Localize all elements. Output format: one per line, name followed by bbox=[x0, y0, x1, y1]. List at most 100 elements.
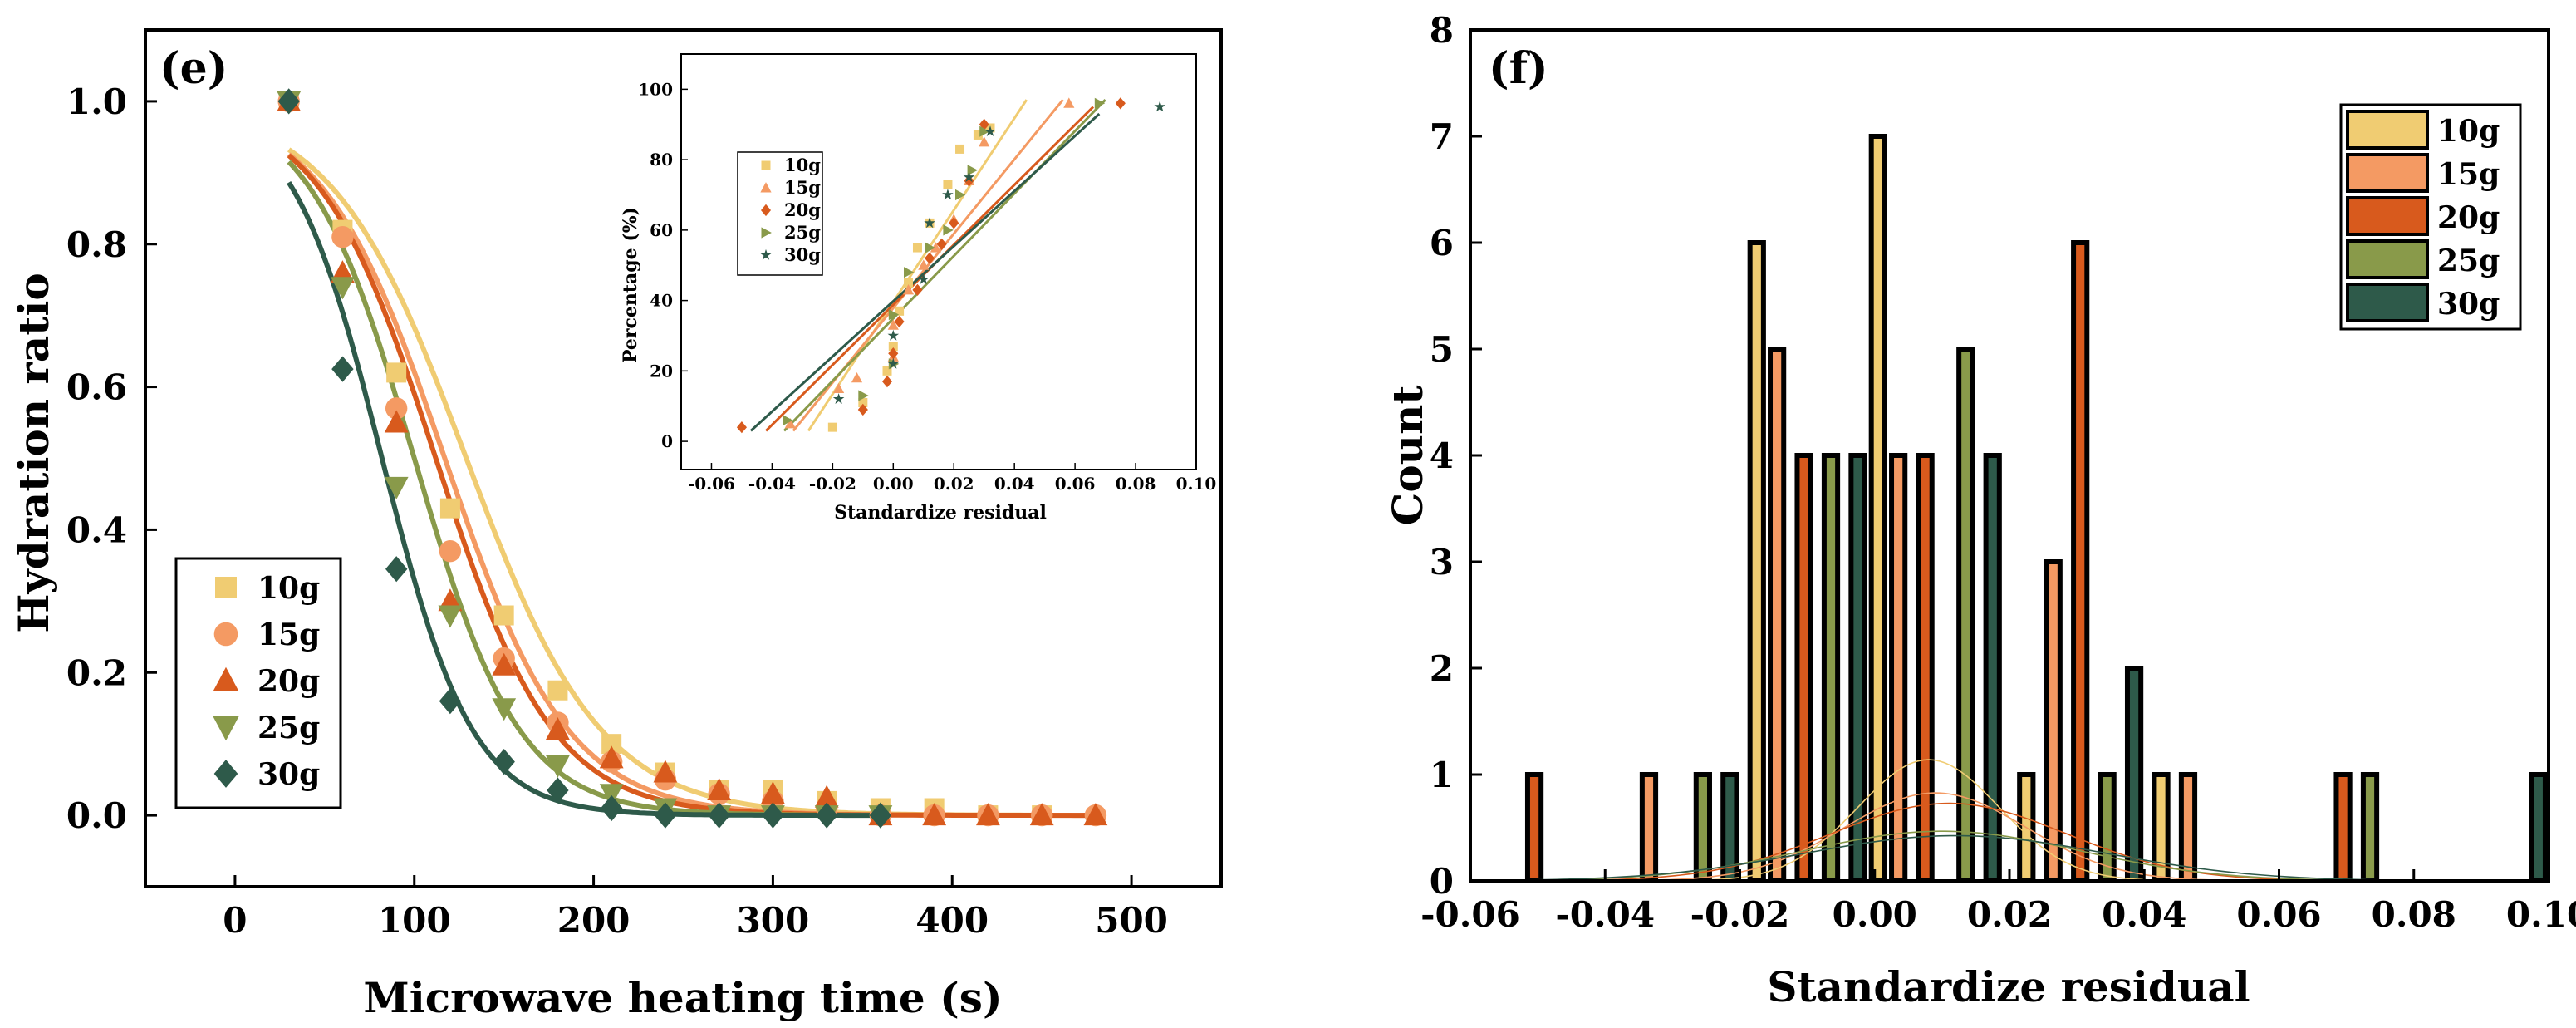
point-20g bbox=[707, 778, 732, 800]
point-20g bbox=[976, 803, 1000, 826]
inset-point-15g bbox=[851, 372, 863, 383]
inset-legend-label-10g: 10g bbox=[784, 155, 821, 175]
inset-point-30g bbox=[832, 393, 845, 404]
point-20g bbox=[1083, 803, 1108, 826]
inset-x-axis-title: Standardize residual bbox=[834, 502, 1047, 524]
inset-point-20g bbox=[888, 347, 899, 360]
bar-15g bbox=[1768, 347, 1787, 883]
bar-25g bbox=[2360, 772, 2380, 883]
panel-f-y-tick-label: 7 bbox=[1430, 116, 1454, 157]
legend-label-15g: 15g bbox=[258, 617, 320, 652]
point-25g bbox=[384, 476, 409, 499]
inset-point-15g bbox=[833, 382, 845, 393]
point-30g bbox=[277, 88, 300, 115]
panel-e-y-tick-label: 0.0 bbox=[66, 795, 127, 836]
inset-point-20g bbox=[912, 283, 923, 296]
panel-f-x-tick-label: 0.08 bbox=[2372, 894, 2456, 935]
panel-f-y-tick-label: 4 bbox=[1430, 435, 1454, 476]
inset-x-tick-label: 0.10 bbox=[1176, 474, 1217, 494]
point-30g bbox=[493, 749, 515, 775]
point-10g bbox=[386, 362, 407, 383]
inset-point-15g bbox=[918, 259, 930, 270]
panel-f-y-tick-label: 1 bbox=[1430, 755, 1454, 795]
inset-legend-label-15g: 15g bbox=[784, 177, 821, 198]
panel-f-x-tick-label: -0.02 bbox=[1690, 894, 1790, 935]
inset-point-20g bbox=[857, 403, 868, 416]
legend-marker-20g bbox=[213, 666, 239, 691]
point-25g bbox=[331, 277, 355, 300]
bar-20g bbox=[2333, 772, 2353, 883]
legend-label-25g: 25g bbox=[2437, 243, 2500, 278]
panel-f-normal-curves bbox=[1470, 759, 2549, 882]
point-30g bbox=[654, 802, 677, 829]
panel-e-x-tick-label: 200 bbox=[557, 900, 631, 941]
point-20g bbox=[1029, 803, 1054, 826]
inset-x-tick-label: 0.08 bbox=[1116, 474, 1156, 494]
inset-point-25g bbox=[979, 125, 990, 137]
panel-f-x-tick-label: -0.04 bbox=[1555, 894, 1655, 935]
inset-point-10g bbox=[888, 342, 898, 352]
panel-f-x-tick-label: 0.02 bbox=[1967, 894, 2052, 935]
panel-e-y-tick-label: 0.4 bbox=[66, 509, 127, 550]
bar-15g bbox=[2178, 772, 2198, 883]
panel-e-x-axis-title: Microwave heating time (s) bbox=[363, 973, 1002, 1022]
bar-15g bbox=[1639, 772, 1659, 883]
bar-20g bbox=[1916, 453, 1935, 883]
panel-e-y-tick-label: 0.6 bbox=[66, 367, 127, 408]
point-20g bbox=[653, 760, 678, 783]
panel-e-x-ticks: 0 100 200 300 400 500 bbox=[223, 875, 1168, 941]
point-15g bbox=[439, 539, 462, 563]
bar-15g bbox=[2044, 559, 2063, 883]
inset-point-30g bbox=[1154, 101, 1165, 112]
panel-f-x-ticks: -0.06 -0.04 -0.02 0.00 0.02 0.04 0.06 0.08 0.10 bbox=[1420, 869, 2576, 935]
bar-20g bbox=[2071, 240, 2090, 883]
inset-point-25g bbox=[1094, 97, 1106, 109]
panel-f-histogram: -0.06 -0.04 -0.02 0.00 0.02 0.04 0.06 0.08 0.1 0 … bbox=[1383, 10, 2576, 1011]
inset-legend-label-20g: 20g bbox=[784, 199, 821, 220]
panel-f-y-axis-title: Count bbox=[1383, 386, 1432, 526]
point-10g bbox=[493, 605, 514, 626]
legend-marker-25g bbox=[213, 716, 239, 741]
point-20g bbox=[492, 652, 517, 676]
inset-point-30g bbox=[887, 329, 900, 341]
inset-fit-line-25g bbox=[783, 99, 1106, 432]
normal-curve-10g bbox=[1470, 759, 2549, 882]
legend-label-20g: 20g bbox=[2437, 200, 2500, 235]
point-30g bbox=[439, 688, 462, 715]
legend-swatch-30g bbox=[2346, 283, 2429, 322]
panel-e-data-points bbox=[277, 88, 1108, 829]
inset-legend-marker-25g bbox=[761, 227, 772, 239]
inset-point-25g bbox=[888, 309, 900, 321]
panel-f-label: (f) bbox=[1489, 43, 1548, 94]
panel-e-label: (e) bbox=[159, 43, 228, 94]
inset-point-10g bbox=[955, 144, 965, 154]
point-30g bbox=[816, 802, 838, 829]
point-20g bbox=[814, 785, 839, 808]
panel-f-y-tick-label: 5 bbox=[1430, 329, 1454, 370]
inset-x-ticks: -0.06 -0.04 -0.02 0.00 0.02 0.04 0.06 0.08 0.10 bbox=[688, 463, 1216, 494]
inset-point-25g bbox=[967, 165, 978, 176]
panel-f-y-tick-label: 0 bbox=[1430, 861, 1454, 902]
point-25g bbox=[492, 698, 517, 721]
inset-legend-label-30g: 30g bbox=[784, 244, 821, 265]
inset-y-tick-label: 40 bbox=[650, 291, 673, 311]
legend-swatch-20g bbox=[2346, 196, 2429, 236]
inset-point-10g bbox=[827, 422, 837, 432]
panel-e-y-ticks: 0.0 0.2 0.4 0.6 0.8 1.0 bbox=[66, 81, 157, 836]
point-15g bbox=[331, 225, 354, 248]
inset-point-10g bbox=[858, 397, 868, 407]
bar-10g bbox=[1747, 240, 1766, 883]
inset-point-15g bbox=[887, 319, 899, 330]
inset-point-30g bbox=[963, 171, 975, 183]
inset-x-tick-label: 0.06 bbox=[1055, 474, 1096, 494]
point-10g bbox=[439, 498, 460, 519]
inset-x-tick-label: -0.04 bbox=[748, 474, 796, 494]
inset-y-tick-label: 80 bbox=[650, 150, 673, 170]
legend-label-30g: 30g bbox=[258, 757, 320, 792]
inset-y-tick-label: 0 bbox=[661, 431, 673, 451]
panel-f-y-ticks: 0 1 2 3 4 5 6 7 8 bbox=[1430, 10, 1482, 902]
point-25g bbox=[599, 784, 624, 807]
inset-data-points bbox=[736, 97, 1165, 434]
legend-label-20g: 20g bbox=[258, 664, 320, 699]
